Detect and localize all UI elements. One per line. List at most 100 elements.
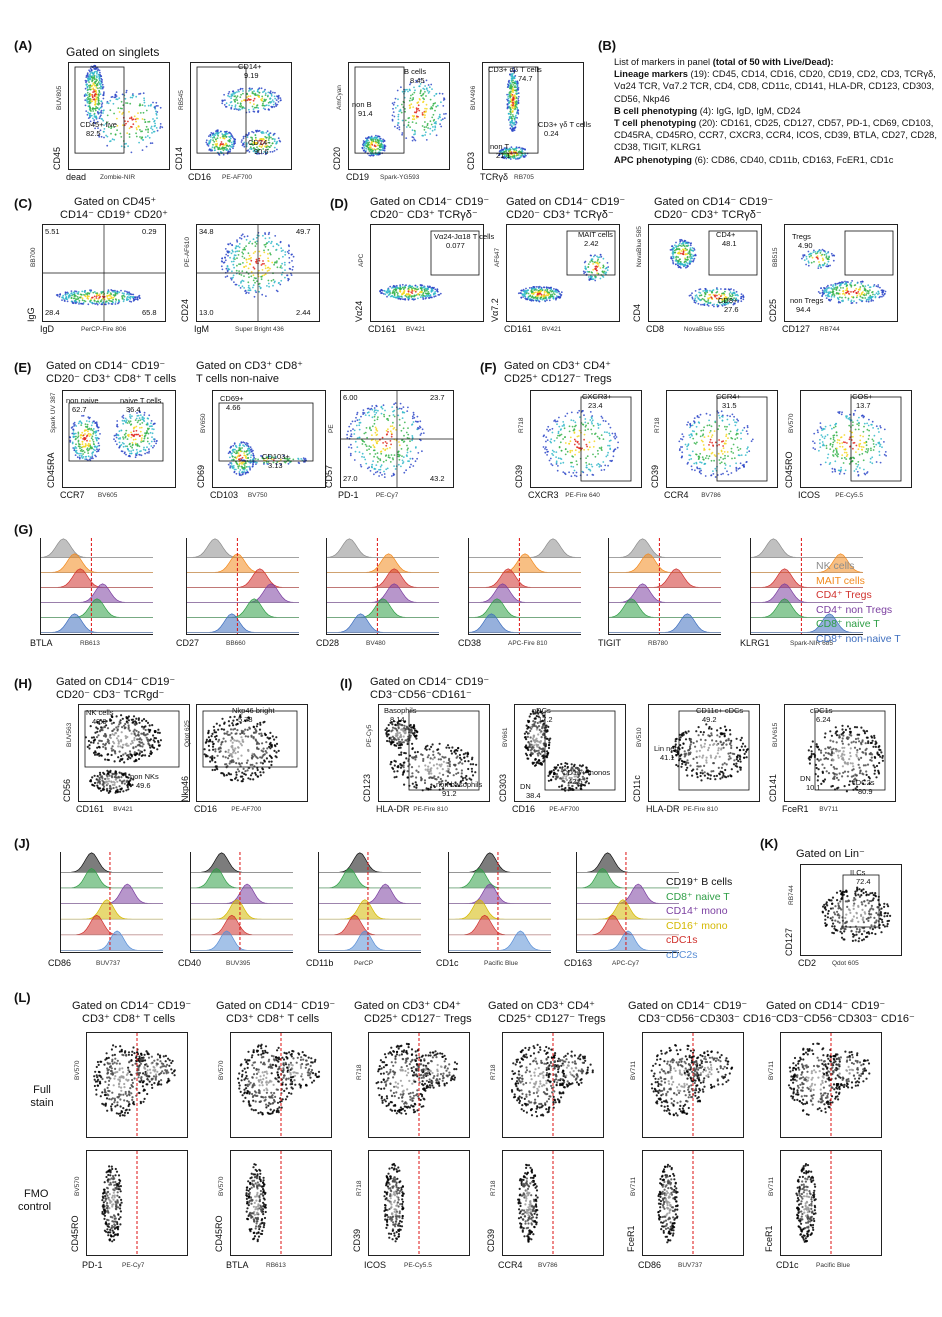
panel-e-plot-3-dot: [398, 418, 401, 421]
panel-c-plot-2-dot: [232, 263, 235, 266]
panel-d-plot-3-dot: [689, 247, 692, 250]
panel-d-plot-4-dot: [828, 256, 830, 259]
panel-d-plot-3-dot: [722, 292, 725, 295]
panel-a-plot-3-dot: [404, 110, 406, 113]
panel-d-plot-1-dot: [381, 289, 384, 292]
panel-c-plot-1-dot: [123, 292, 125, 295]
panel-a-plot-2-dot: [269, 90, 272, 93]
panel-a-plot-3-dot: [407, 121, 410, 124]
panel-a-plot-1-dot: [139, 112, 142, 114]
panel-c-plot-2-dot: [246, 261, 248, 264]
panel-c-plot-2: [196, 224, 320, 322]
panel-c-plot-1-ylabel: IgG: [26, 307, 36, 322]
panel-a-plot-4-dot: [514, 126, 517, 128]
panel-e-plot-3-dot: [359, 464, 362, 466]
panel-d-plot-2-dot: [587, 271, 590, 273]
panel-d-plot-3-dot: [684, 241, 687, 243]
panel-e-plot-3-dot: [391, 457, 394, 459]
panel-d-plot-4-dot: [838, 293, 841, 295]
panel-e-plot-3-dot: [371, 463, 374, 466]
panel-d-plot-1-dot: [387, 294, 390, 297]
panel-e-plot-1-dot: [123, 442, 125, 445]
panel-c-plot-2-dot: [253, 267, 256, 270]
panel-e-plot-1-dot: [151, 425, 153, 427]
panel-a-plot-1-dot: [147, 104, 150, 107]
panel-e-plot-1-dot: [143, 414, 146, 416]
panel-c-plot-2-dot: [267, 266, 270, 269]
panel-e-plot-3-dot: [348, 425, 351, 428]
panel-c-plot-2-dot: [279, 283, 282, 286]
panel-a-plot-4-dot: [516, 86, 518, 89]
panel-c-plot-2-dot: [234, 258, 236, 260]
panel-e-plot-1-dot: [133, 433, 136, 436]
panel-a-plot-2-dot: [267, 139, 270, 141]
panel-d-plot-4-dot: [866, 290, 869, 292]
panel-a-plot-1-dot: [97, 134, 100, 136]
panel-c-plot-2-dot: [268, 269, 270, 272]
panel-e-plot-3-dot: [384, 448, 387, 451]
panel-a-plot-1-dot: [92, 88, 94, 90]
panel-e-plot-1-dot: [140, 450, 142, 452]
panel-e-plot-2-dot: [239, 469, 242, 471]
panel-a-plot-3-dot: [370, 135, 373, 138]
marker-section-count: (19):: [690, 69, 710, 80]
panel-e-plot-1-dot: [77, 433, 80, 435]
panel-c-plot-2-dot: [258, 250, 261, 253]
panel-e-plot-3-dot: [350, 423, 352, 425]
panel-d-plot-4-dot: [842, 281, 844, 284]
panel-a-plot-2-dot: [255, 151, 258, 154]
panel-a-plot-2-dot: [219, 148, 222, 150]
panel-a-plot-2-dot: [272, 91, 274, 94]
panel-e-plot-1-xlabel: CCR7: [60, 490, 85, 500]
panel-a-plot-1-dot: [85, 81, 87, 84]
panel-c-plot-1-dot: [75, 301, 77, 303]
panel-a-plot-2-dot: [209, 139, 212, 141]
panel-d-plot-3-dot: [694, 290, 697, 292]
panel-c-plot-1-dot: [98, 294, 101, 297]
panel-c-plot-2-dot: [270, 279, 273, 282]
panel-a-plot-3-gate-0-name: B cells: [404, 67, 427, 76]
panel-d-plot-3-dot: [671, 259, 674, 262]
panel-e-plot-2-dot: [232, 465, 235, 467]
panel-e-plot-2-gate: [218, 402, 314, 462]
panel-e-plot-2-dot: [239, 450, 242, 453]
panel-c-plot-1-dot: [72, 297, 75, 300]
panel-e-plot-1-dot: [129, 415, 131, 418]
panel-c-plot-1-dot: [118, 291, 121, 294]
panel-a-plot-1-dot: [120, 100, 123, 103]
panel-a-plot-2-dot: [271, 142, 274, 145]
panel-a-plot-2-dot: [236, 91, 238, 93]
panel-a-plot-3-dot: [370, 148, 372, 151]
panel-c-plot-2-dot: [279, 241, 282, 244]
panel-d-plot-3-dot: [730, 288, 732, 290]
panel-c-plot-2-dot: [291, 253, 293, 256]
panel-d-plot-4-dot: [884, 290, 887, 293]
panel-a-plot-2-dot: [260, 87, 263, 90]
panel-a-plot-4-dot: [509, 73, 511, 75]
panel-a-plot-3-dot: [391, 114, 394, 117]
panel-d-plot-4-dot: [833, 295, 836, 298]
panel-a-plot-2-dot: [212, 132, 215, 135]
panel-c-plot-1-dot: [87, 303, 90, 306]
panel-d-plot-3-dot: [704, 288, 707, 290]
panel-a-plot-4-dot: [510, 119, 513, 122]
panel-a-plot-2-dot: [215, 138, 217, 141]
panel-a-plot-1-dot: [94, 99, 97, 102]
panel-a-plot-1-dot: [96, 69, 99, 72]
panel-a-plot-3-dot: [427, 84, 430, 86]
panel-d-plot-4-gate-1-name: non Tregs: [790, 296, 824, 305]
panel-d-plot-4-dot: [841, 293, 844, 295]
panel-e-plot-2-dot: [245, 457, 248, 460]
panel-a-plot-4-dot: [500, 153, 502, 155]
panel-d-plot-4-dot: [861, 284, 864, 287]
panel-d-plot-4-dot: [823, 263, 825, 266]
panel-e-plot-1-dot: [94, 422, 97, 424]
panel-e-plot-1-dot: [154, 422, 156, 425]
panel-d-plot-4-dot: [843, 294, 846, 296]
panel-e-plot-3-dot: [387, 431, 389, 433]
panel-c-plot-1-dot: [73, 292, 76, 294]
panel-a-plot-3-dot: [424, 85, 426, 87]
panel-d-plot-3-dot: [677, 245, 679, 248]
panel-c-plot-2-dot: [246, 235, 249, 238]
panel-a-plot-2-dot: [212, 139, 214, 142]
